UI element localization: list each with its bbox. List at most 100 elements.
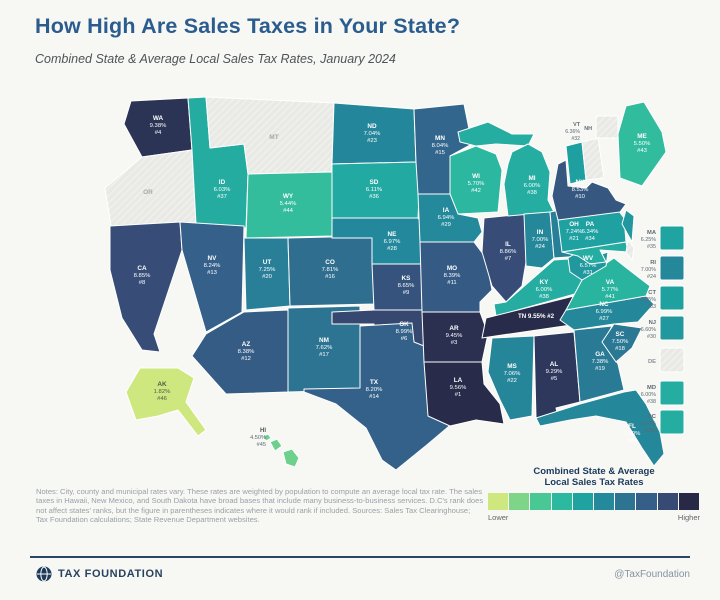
- state-MD: [561, 241, 629, 265]
- map-text: FL: [628, 423, 636, 430]
- map-text: UT: [263, 259, 272, 266]
- map-text: SC: [616, 331, 625, 338]
- map-text: 9.29%: [546, 369, 563, 375]
- map-text: #20: [262, 274, 273, 280]
- map-text: IA: [443, 207, 450, 214]
- map-text: VA: [606, 279, 615, 286]
- map-text: MT: [269, 134, 278, 141]
- map-text: 8.04%: [432, 143, 449, 149]
- map-text: MA: [647, 230, 657, 236]
- legend-title: Combined State & Average Local Sales Tax…: [533, 466, 655, 489]
- brand-lockup: TAX FOUNDATION: [36, 566, 163, 582]
- side-box-DC: [659, 409, 685, 435]
- map-text: KY: [540, 279, 550, 286]
- map-text: #1: [455, 392, 462, 398]
- map-text: NC: [599, 301, 609, 308]
- map-text: #22: [507, 378, 517, 384]
- side-box-CT: [659, 285, 685, 311]
- map-text: 6.97%: [384, 239, 401, 245]
- footnotes: Notes: City, county and municipal rates …: [36, 487, 484, 525]
- map-text: #27: [599, 316, 609, 322]
- map-text: 8.24%: [204, 263, 221, 269]
- map-text: NV: [208, 255, 218, 262]
- legend-swatch-4: [551, 492, 572, 510]
- map-text: MD: [647, 385, 656, 391]
- map-text: NE: [388, 231, 398, 238]
- map-text: 6.57%: [580, 263, 597, 269]
- map-text: #21: [569, 236, 579, 242]
- legend-higher-label: Higher: [677, 512, 700, 522]
- state-GA: [573, 325, 625, 403]
- map-text: 5.44%: [280, 201, 297, 207]
- map-text: AK: [157, 381, 167, 388]
- map-text: NH: [584, 126, 592, 132]
- map-text: WI: [472, 173, 480, 180]
- state-FL: [535, 389, 665, 467]
- map-text: #24: [535, 244, 546, 250]
- map-text: 7.25%: [259, 267, 276, 273]
- state-IN: [523, 211, 555, 269]
- map-text: OH: [569, 221, 579, 228]
- legend-swatch-3: [530, 492, 551, 510]
- map-text: 7.81%: [322, 267, 339, 273]
- map-text: #24: [627, 438, 638, 444]
- east-coast-state-boxes: MA6.25%#35 RI7.00%#24 CT6.35%#33 NJ6.60%#30…: [641, 225, 685, 435]
- map-text: 7.38%: [592, 359, 609, 365]
- state-AR: [421, 311, 489, 363]
- map-text: #34: [585, 236, 596, 242]
- map-text: CA: [137, 265, 147, 272]
- map-text: GA: [595, 351, 605, 358]
- state-LA: [423, 361, 505, 427]
- map-text: #31: [583, 270, 593, 276]
- map-text: 6.36%: [565, 129, 580, 135]
- hawaii-label-group: HI4.50%#45: [250, 428, 266, 448]
- state-MI-upper: [457, 121, 535, 147]
- legend-swatch-8: [636, 492, 657, 510]
- map-text: #6: [401, 336, 408, 342]
- legend-lower-label: Lower: [488, 512, 509, 522]
- map-text: 7.00%: [641, 267, 656, 273]
- map-text: OR: [143, 189, 153, 196]
- state-NY: [551, 159, 627, 221]
- map-text: #23: [367, 138, 378, 144]
- map-text: #9: [403, 290, 410, 296]
- map-text: 6.11%: [366, 187, 383, 193]
- state-NV: [179, 221, 245, 333]
- map-text: ME: [637, 133, 647, 140]
- map-text: (#38): [643, 428, 656, 434]
- map-text: #38: [647, 399, 656, 405]
- map-text: MN: [435, 135, 445, 142]
- legend-swatch-5: [572, 492, 594, 510]
- map-text: 8.20%: [366, 387, 383, 393]
- map-text: #10: [575, 194, 586, 200]
- map-text: DC: [648, 414, 657, 420]
- state-MI: [503, 143, 555, 217]
- side-box-RI: [659, 255, 685, 281]
- legend-end-labels: Lower Higher: [488, 513, 700, 522]
- map-text: OK: [399, 321, 409, 328]
- map-text: 4.50%: [250, 435, 266, 441]
- map-text: #33: [647, 304, 656, 310]
- map-text: #38: [539, 294, 550, 300]
- map-text: #43: [637, 148, 648, 154]
- map-text: #24: [647, 274, 656, 280]
- map-text: 8.86%: [500, 249, 517, 255]
- map-text: 6.00%: [524, 183, 541, 189]
- brand-name: TAX FOUNDATION: [58, 568, 164, 580]
- map-text: IL: [505, 241, 511, 248]
- map-text: VT: [573, 122, 581, 128]
- map-text: IN: [537, 229, 544, 236]
- map-text: 6.03%: [214, 187, 231, 193]
- map-text: CO: [325, 259, 335, 266]
- map-text: TX: [370, 379, 379, 386]
- map-text: 6.00%: [641, 392, 656, 398]
- page-title: How High Are Sales Taxes in Your State?: [35, 14, 461, 38]
- legend-swatch-6: [594, 492, 615, 510]
- state-VA: [565, 257, 651, 311]
- map-text: 7.50%: [612, 339, 629, 345]
- map-text: #4: [155, 130, 162, 136]
- state-ME: [617, 101, 667, 187]
- legend: Combined State & Average Local Sales Tax…: [488, 466, 700, 522]
